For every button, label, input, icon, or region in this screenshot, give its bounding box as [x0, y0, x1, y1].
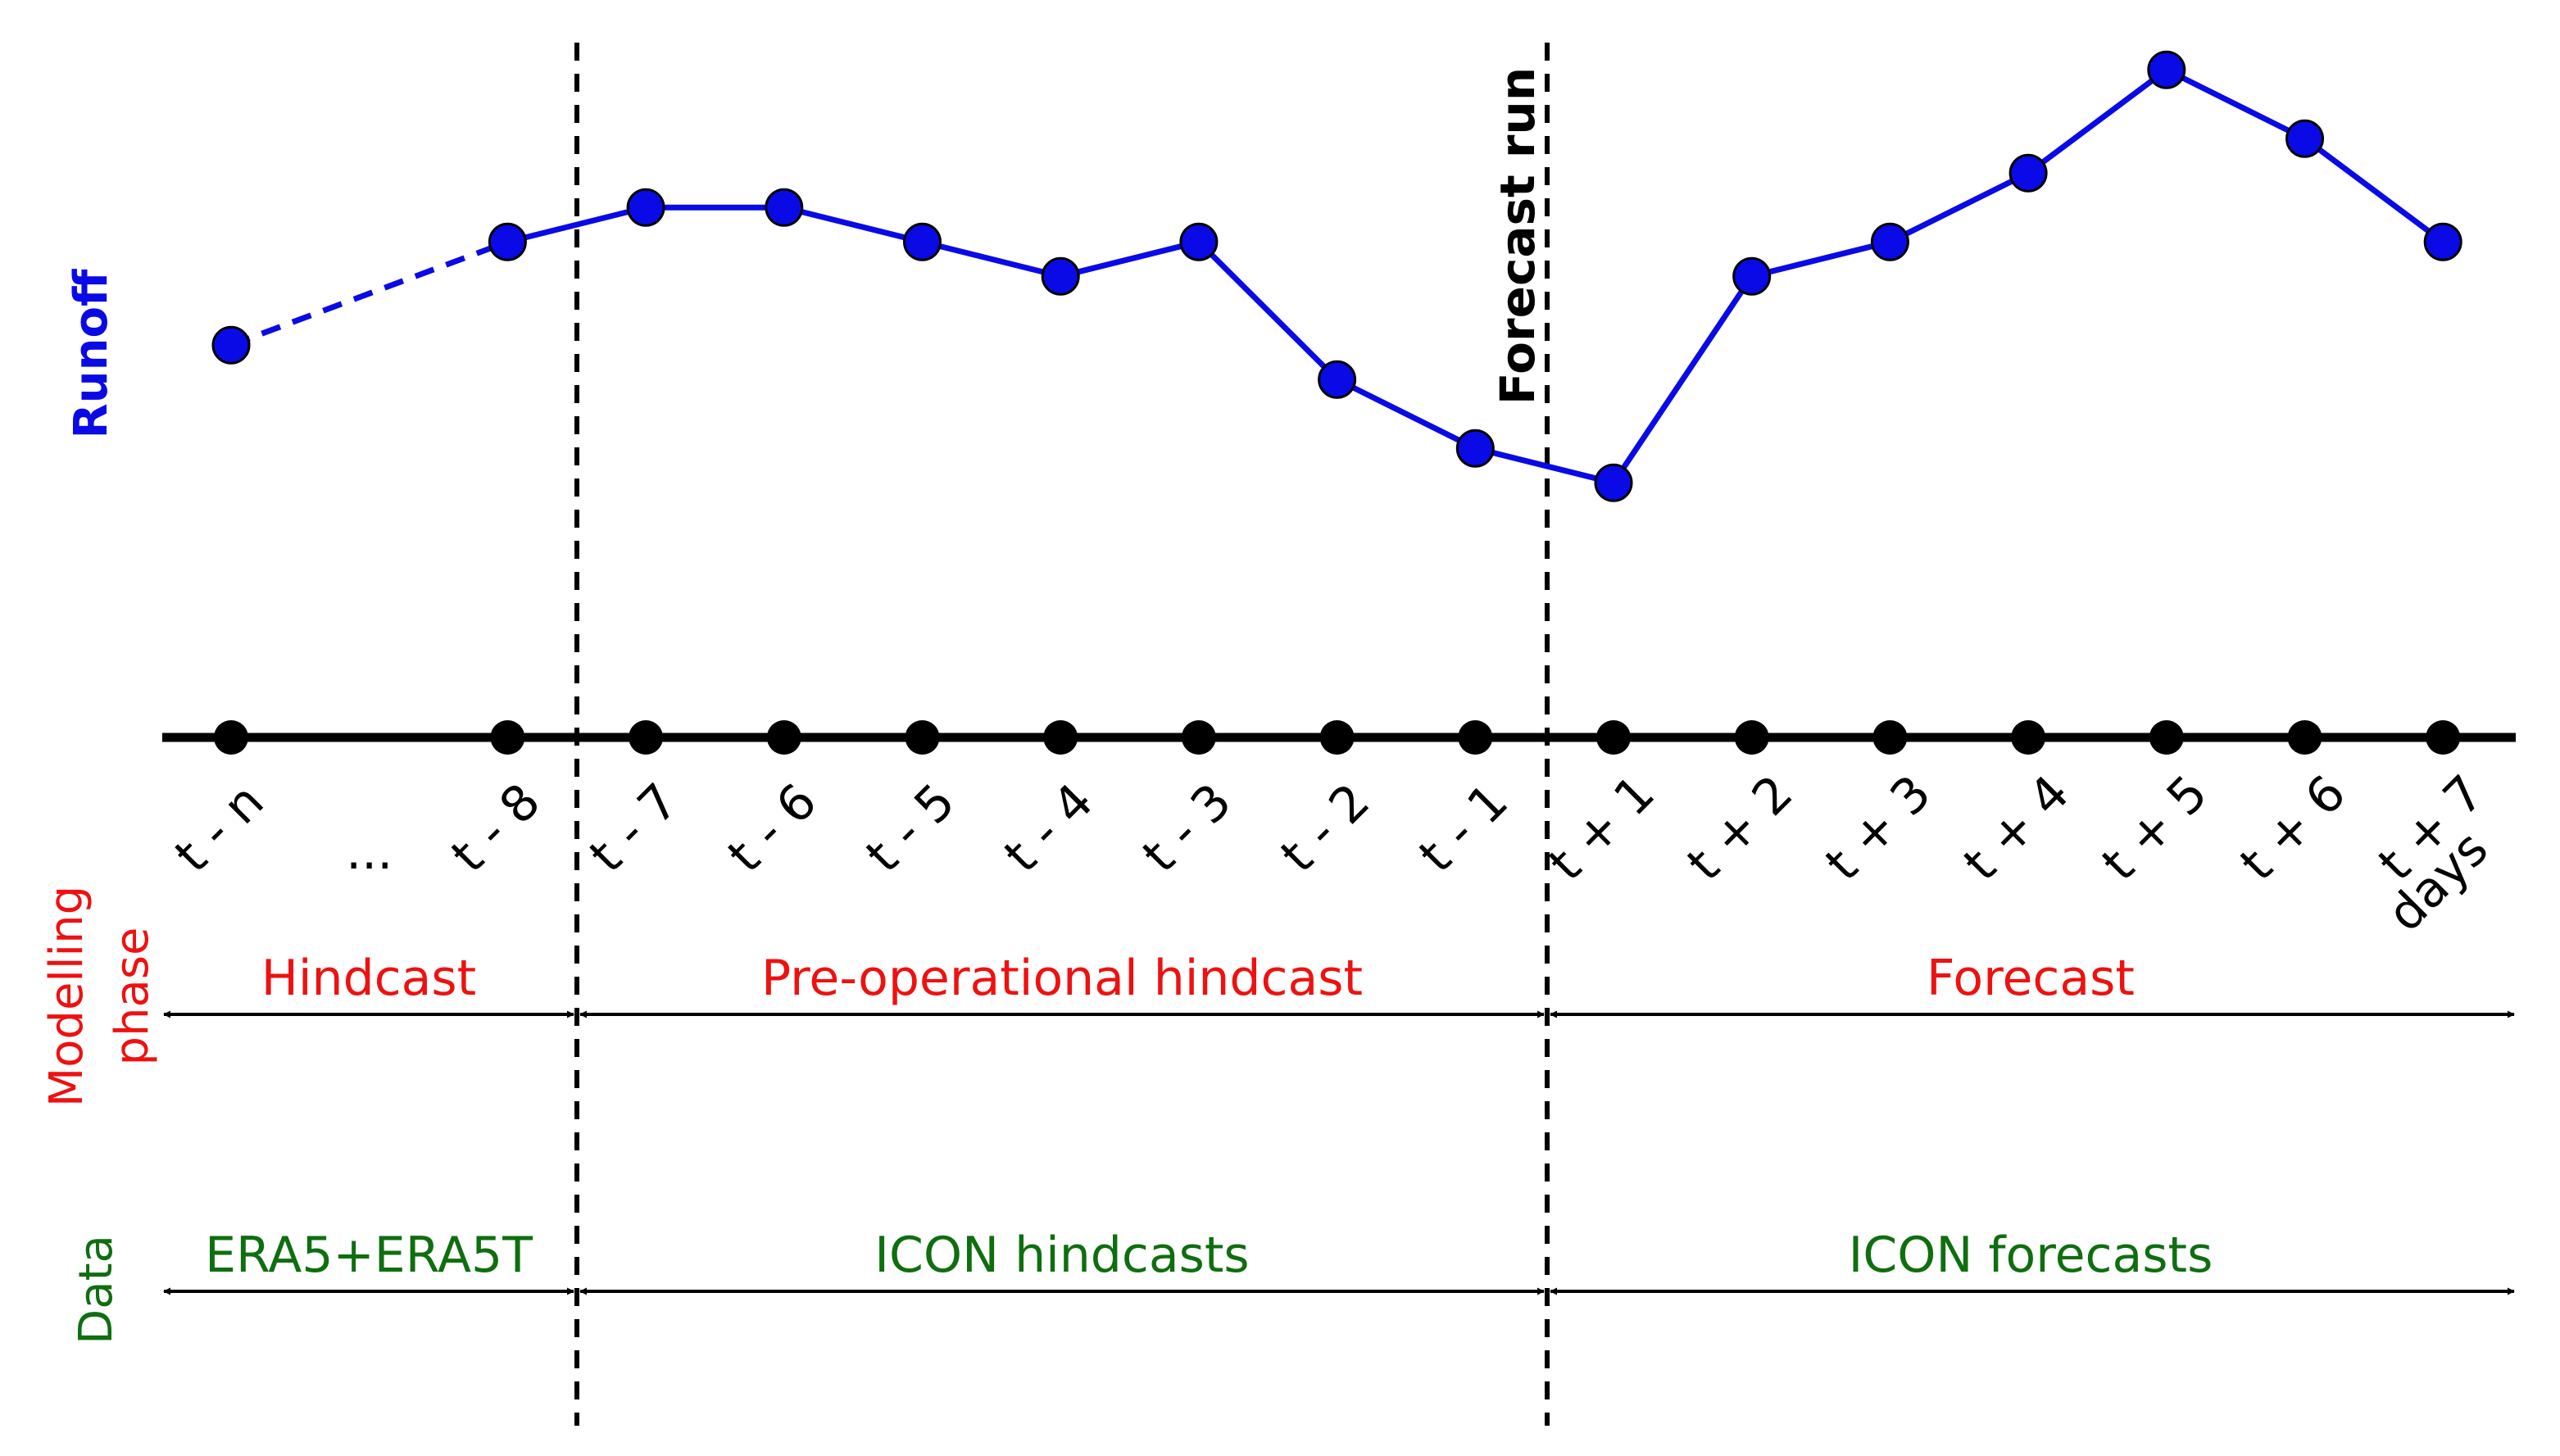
time-tick-label: t + 5 — [2091, 764, 2219, 892]
time-axis-point — [490, 720, 525, 755]
runoff-point — [1041, 256, 1080, 296]
phase-pre-operational-label: Pre-operational hindcast — [761, 950, 1363, 1007]
modelling-phase-label-line1: Modelling — [40, 886, 93, 1107]
runoff-point — [2285, 119, 2324, 158]
runoff-point — [1455, 429, 1495, 468]
time-axis-point — [629, 720, 664, 755]
runoff-segment — [506, 204, 647, 245]
runoff-point — [1179, 222, 1219, 261]
runoff-segment — [1611, 274, 1754, 485]
runoff-segment — [783, 204, 924, 245]
runoff-segment — [1474, 445, 1614, 486]
time-axis-point — [2287, 720, 2322, 755]
time-axis-points — [214, 720, 2461, 755]
time-axis-point — [1734, 720, 1769, 755]
time-tick-label: t - 1 — [1408, 773, 1518, 883]
modelling-phase-label: Modelling phase — [40, 886, 159, 1107]
runoff-point — [488, 222, 527, 261]
runoff-series-lines — [229, 67, 2445, 486]
time-tick-label: t - 7 — [579, 773, 689, 883]
data-arrows: ERA5+ERA5T ICON hindcasts ICON forecasts — [163, 1227, 2515, 1295]
time-tick-label: t - 4 — [993, 773, 1104, 883]
runoff-segment — [921, 238, 1062, 279]
runoff-point — [2147, 50, 2186, 89]
runoff-series-points — [211, 50, 2462, 502]
time-axis-point — [2011, 720, 2046, 755]
runoff-segment — [2165, 67, 2307, 142]
runoff-point — [1594, 463, 1633, 502]
runoff-segment — [1336, 377, 1477, 451]
phase-arrows: Hindcast Pre-operational hindcast Foreca… — [163, 950, 2515, 1018]
time-axis-point — [1181, 720, 1216, 755]
runoff-segment — [2303, 136, 2445, 245]
runoff-segment — [1750, 238, 1891, 279]
time-axis-point — [1458, 720, 1493, 755]
runoff-point — [1732, 256, 1772, 296]
runoff-segment — [1060, 238, 1200, 279]
phase-forecast-label: Forecast — [1927, 950, 2135, 1007]
runoff-segment — [1888, 170, 2030, 245]
runoff-segment-dashed — [229, 238, 509, 348]
time-axis-point — [1872, 720, 1908, 755]
time-tick-label: t + 1 — [1538, 764, 1666, 892]
time-tick-label: t + 4 — [1953, 764, 2081, 892]
runoff-segment — [2027, 67, 2168, 176]
runoff-axis-label: Runoff — [65, 269, 118, 438]
runoff-point — [1870, 222, 1909, 261]
time-tick-label: t - 6 — [717, 773, 828, 883]
data-icon-hindcasts-label: ICON hindcasts — [874, 1227, 1249, 1284]
data-era5-label: ERA5+ERA5T — [205, 1227, 533, 1284]
time-axis-point — [905, 720, 940, 755]
runoff-point — [1318, 360, 1357, 399]
modelling-phase-label-line2: phase — [106, 928, 159, 1066]
data-axis-label: Data — [70, 1235, 123, 1345]
runoff-point — [626, 188, 665, 227]
time-tick-label: t + 6 — [2230, 764, 2358, 892]
time-tick-label: t + 3 — [1814, 764, 1942, 892]
data-icon-forecasts-label: ICON forecasts — [1849, 1227, 2213, 1284]
time-axis-point — [214, 720, 248, 755]
time-axis-point — [1319, 720, 1355, 755]
phase-hindcast-label: Hindcast — [261, 950, 476, 1007]
time-tick-label: t - 5 — [856, 773, 966, 883]
time-axis-point — [2426, 720, 2461, 755]
runoff-point — [765, 188, 804, 227]
forecast-run-label: Forecast run — [1490, 67, 1546, 405]
time-axis-point — [2149, 720, 2184, 755]
time-tick-label: t + 2 — [1677, 764, 1804, 892]
time-tick-label: t - 3 — [1132, 773, 1242, 883]
runoff-segment — [1196, 239, 1340, 382]
runoff-point — [2423, 222, 2462, 261]
runoff-point — [211, 325, 251, 365]
time-tick-label: t - 2 — [1270, 773, 1381, 883]
time-tick-label: t - n — [164, 773, 275, 883]
time-axis-point — [1043, 720, 1078, 755]
time-axis-point — [1596, 720, 1631, 755]
time-tick-label: t - 8 — [441, 773, 551, 883]
time-tick-label: ... — [346, 823, 393, 881]
time-axis-point — [766, 720, 801, 755]
runoff-point — [2009, 153, 2048, 193]
runoff-point — [903, 222, 942, 261]
